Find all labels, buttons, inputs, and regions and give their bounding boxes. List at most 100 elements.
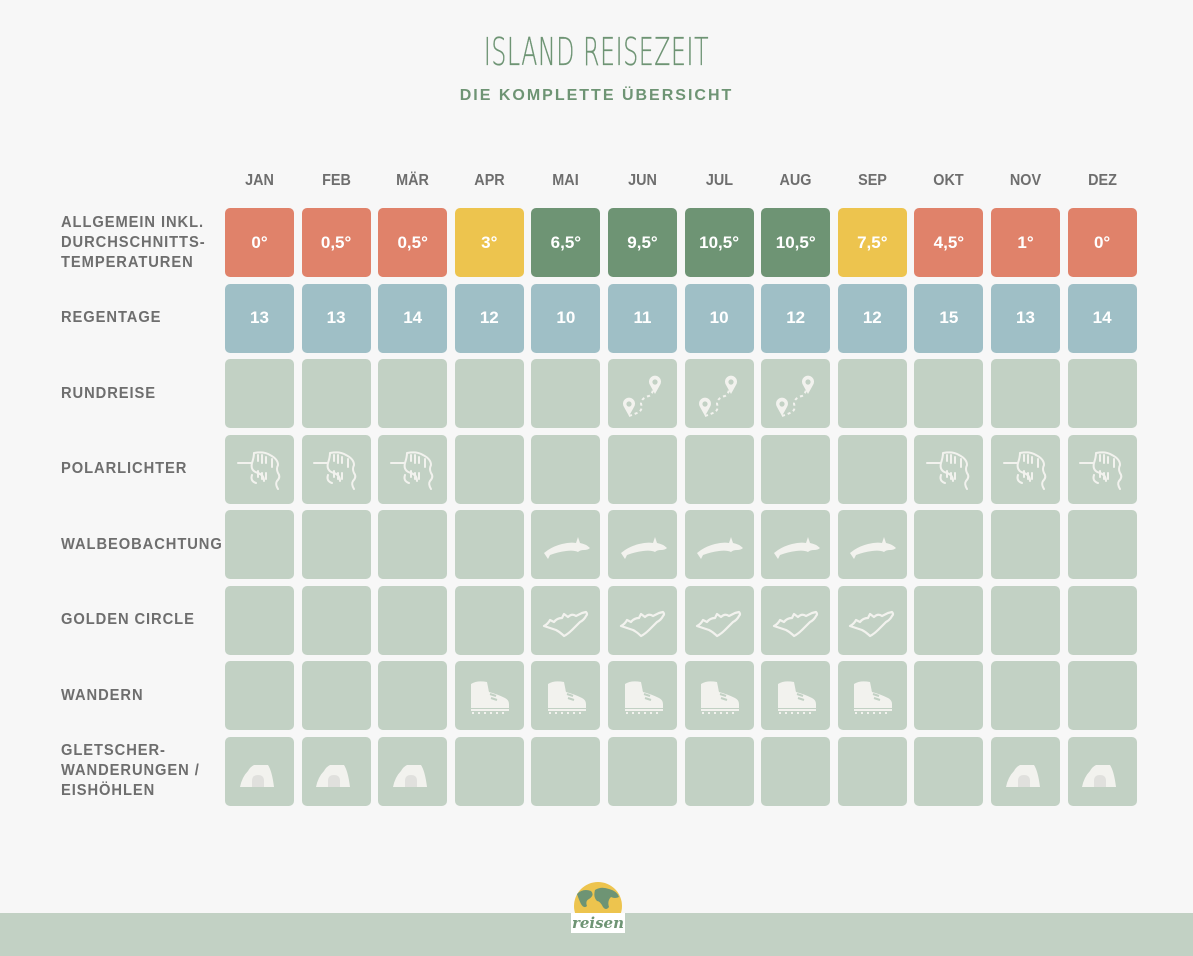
row-label-line: POLARLICHTER xyxy=(61,460,188,477)
hiking-boot-icon xyxy=(461,668,517,724)
activity-cell xyxy=(837,359,907,428)
temperature-cell: 0,5° xyxy=(301,208,371,277)
activity-cell xyxy=(1067,585,1137,655)
activity-cell xyxy=(225,434,294,504)
activity-cell xyxy=(991,585,1060,655)
row-label-line: RUNDREISE xyxy=(61,384,156,402)
activity-cell xyxy=(761,510,831,579)
aurora-icon xyxy=(998,441,1054,497)
aurora-icon xyxy=(232,441,288,497)
temperature-cell: 10,5° xyxy=(761,208,831,277)
month-header-jun: JUN xyxy=(628,172,657,189)
iceland-outline-icon xyxy=(844,592,900,648)
activity-cell xyxy=(378,359,448,428)
aurora-icon xyxy=(1074,441,1130,497)
month-header-jul: JUL xyxy=(705,172,733,189)
activity-cell xyxy=(761,585,831,655)
hiking-boot-icon xyxy=(615,668,671,724)
activity-cell xyxy=(531,434,601,504)
row-label-line: GLETSCHER- xyxy=(61,742,166,759)
page-subtitle: DIE KOMPLETTE ÜBERSICHT xyxy=(459,87,734,104)
activity-cell xyxy=(454,661,524,730)
activity-cell xyxy=(301,585,371,655)
rain-days-cell: 14 xyxy=(378,283,448,353)
temperature-cell: 6,5° xyxy=(531,208,601,277)
activity-cell xyxy=(378,661,448,730)
whale-icon xyxy=(691,517,747,573)
temperature-cell: 9,5° xyxy=(608,208,677,277)
activity-cell xyxy=(225,736,294,806)
activity-cell xyxy=(914,585,984,655)
rain-days-cell: 12 xyxy=(454,283,524,353)
ice-cave-icon xyxy=(385,743,441,799)
activity-cell xyxy=(914,736,984,806)
month-header-mai: MAI xyxy=(552,172,580,189)
activity-cell xyxy=(454,736,524,806)
activity-cell xyxy=(914,434,984,504)
temperature-cell: 1° xyxy=(991,208,1060,277)
row-label-line: TEMPERATUREN xyxy=(61,253,194,271)
activity-cell xyxy=(301,661,371,730)
activity-cell xyxy=(684,434,754,504)
rain-days-cell: 12 xyxy=(761,283,831,353)
activity-cell xyxy=(991,661,1060,730)
activity-cell xyxy=(608,585,677,655)
activity-cell xyxy=(608,661,677,730)
activity-cell xyxy=(991,510,1060,579)
month-header-nov: NOV xyxy=(1009,172,1042,189)
activity-cell xyxy=(914,359,984,428)
row-label-line: WANDERN xyxy=(61,686,144,704)
temperature-cell: 0° xyxy=(225,208,294,277)
row-label-line: WANDERUNGEN / xyxy=(61,762,200,779)
month-header-dez: DEZ xyxy=(1087,172,1117,189)
activity-cell xyxy=(991,359,1060,428)
activity-cell xyxy=(761,736,831,806)
globe-logo-icon: reisen xyxy=(567,880,629,936)
whale-icon xyxy=(844,517,900,573)
activity-cell xyxy=(608,434,677,504)
activity-cell xyxy=(608,359,677,428)
activity-cell xyxy=(914,510,984,579)
rain-days-cell: 11 xyxy=(608,283,677,353)
activity-cell xyxy=(1067,736,1137,806)
rain-days-cell: 14 xyxy=(1067,283,1137,353)
activity-cell xyxy=(301,736,371,806)
iceland-outline-icon xyxy=(615,592,671,648)
activity-cell xyxy=(531,359,601,428)
month-header-apr: APR xyxy=(474,172,505,189)
activity-cell xyxy=(454,434,524,504)
activity-cell xyxy=(837,434,907,504)
row-label: REGENTAGE xyxy=(61,308,208,328)
activity-cell xyxy=(454,585,524,655)
row-label: WALBEOBACHTUNG xyxy=(61,535,222,555)
hiking-boot-icon xyxy=(691,668,747,724)
activity-cell xyxy=(531,585,601,655)
row-label: GLETSCHER- WANDERUNGEN / EISHÖHLEN xyxy=(61,741,208,801)
activity-cell xyxy=(301,434,371,504)
month-header-sep: SEP xyxy=(857,172,887,189)
rain-days-cell: 13 xyxy=(991,283,1060,353)
temperature-cell: 0° xyxy=(1067,208,1137,277)
month-header-okt: OKT xyxy=(933,172,965,189)
activity-cell xyxy=(761,359,831,428)
row-label: GOLDEN CIRCLE xyxy=(61,610,208,630)
activity-cell xyxy=(454,510,524,579)
activity-cell xyxy=(225,510,294,579)
hiking-boot-icon xyxy=(768,668,824,724)
route-pins-icon xyxy=(768,366,824,422)
month-header-jan: JAN xyxy=(245,172,274,189)
iceland-outline-icon xyxy=(538,592,594,648)
aurora-icon xyxy=(921,441,977,497)
activity-cell xyxy=(1067,434,1137,504)
rain-days-cell: 10 xyxy=(684,283,754,353)
activity-cell xyxy=(684,359,754,428)
row-label-line: REGENTAGE xyxy=(61,309,162,326)
activity-cell xyxy=(914,661,984,730)
activity-cell xyxy=(608,736,677,806)
row-label-line: ALLGEMEIN INKL. xyxy=(61,213,205,231)
hiking-boot-icon xyxy=(844,668,900,724)
activity-cell xyxy=(378,585,448,655)
row-label: WANDERN xyxy=(61,686,208,706)
whale-icon xyxy=(768,517,824,573)
activity-cell xyxy=(531,736,601,806)
